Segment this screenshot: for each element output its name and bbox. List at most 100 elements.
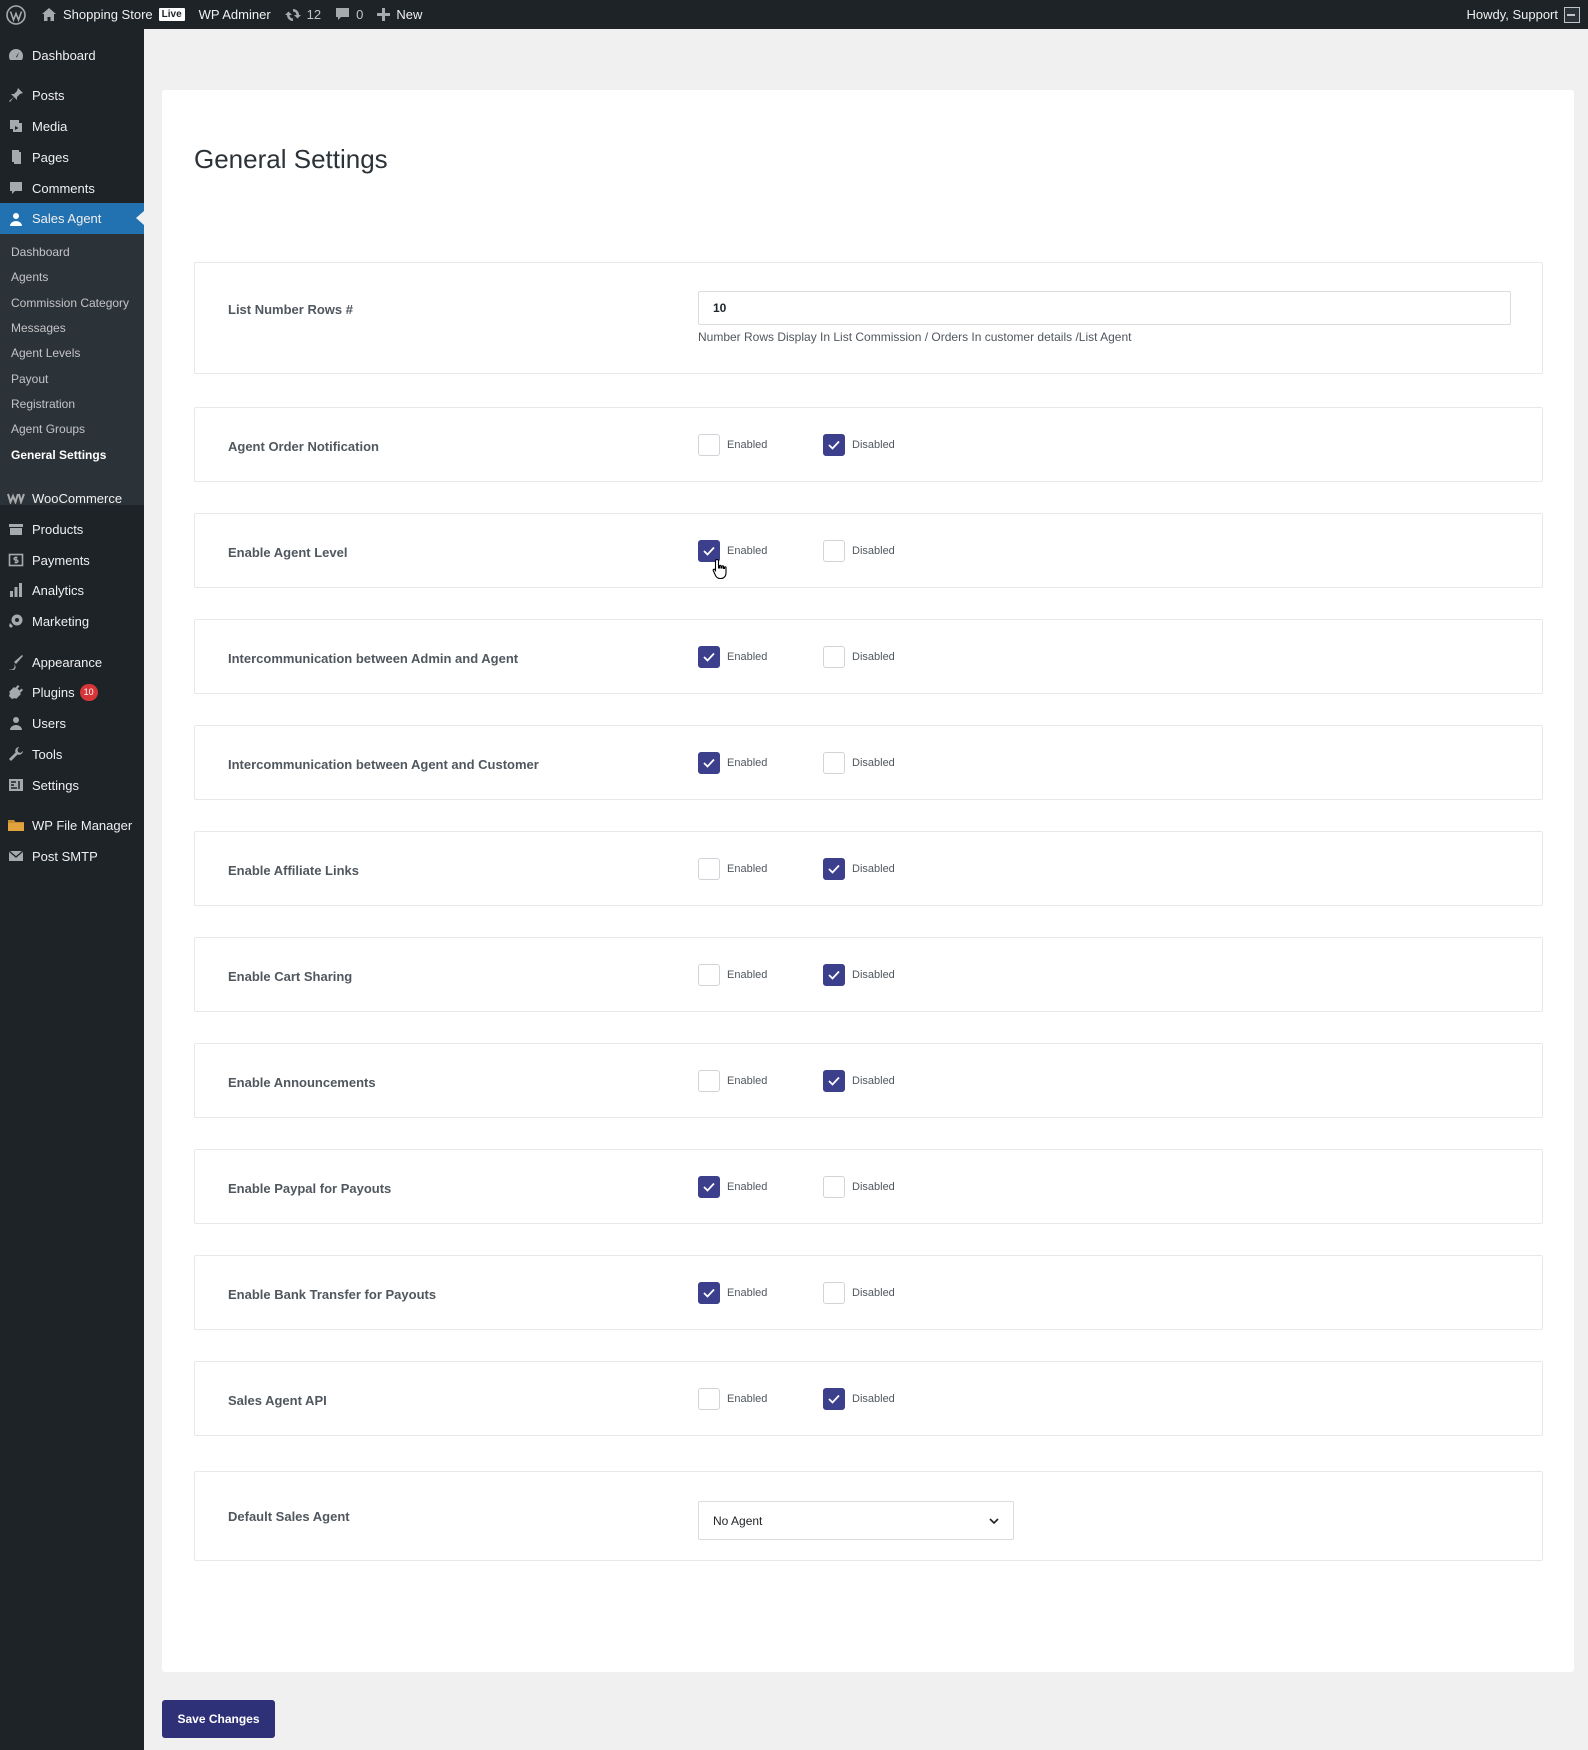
- submenu-commission-category[interactable]: Commission Category: [11, 296, 130, 310]
- setting-row-list-rows: List Number Rows # Number Rows Display I…: [194, 262, 1543, 374]
- disabled-option[interactable]: Disabled: [823, 858, 895, 880]
- enabled-option[interactable]: Enabled: [698, 1388, 767, 1410]
- sidebar-item-label: Products: [32, 521, 84, 537]
- settings-icon: [0, 777, 32, 793]
- setting-row-enable-announcements: Enable Announcements Enabled Disabled: [194, 1043, 1543, 1118]
- enabled-checkbox[interactable]: [698, 434, 720, 456]
- disabled-option[interactable]: Disabled: [823, 752, 895, 774]
- enabled-option[interactable]: Enabled: [698, 1070, 767, 1092]
- wordpress-logo-icon[interactable]: [0, 0, 34, 29]
- disabled-checkbox[interactable]: [823, 540, 845, 562]
- sidebar-item-payments[interactable]: Payments: [0, 545, 144, 575]
- enabled-label: Enabled: [727, 1181, 768, 1193]
- site-name-link[interactable]: Shopping Store Live: [34, 0, 192, 29]
- comment-icon: [0, 180, 32, 196]
- setting-label: Enable Announcements: [228, 1075, 376, 1090]
- disabled-checkbox[interactable]: [823, 646, 845, 668]
- sidebar-item-label: Analytics: [32, 582, 85, 598]
- disabled-checkbox[interactable]: [823, 1282, 845, 1304]
- disabled-option[interactable]: Disabled: [823, 1070, 895, 1092]
- submenu-payout[interactable]: Payout: [11, 372, 49, 386]
- enabled-option[interactable]: Enabled: [698, 540, 767, 562]
- enabled-checkbox[interactable]: [698, 646, 720, 668]
- enabled-checkbox[interactable]: [698, 540, 720, 562]
- enabled-label: Enabled: [727, 863, 768, 875]
- disabled-option[interactable]: Disabled: [823, 1282, 895, 1304]
- sidebar-item-settings[interactable]: Settings: [0, 770, 144, 800]
- disabled-checkbox[interactable]: [823, 1070, 845, 1092]
- sidebar-item-products[interactable]: Products: [0, 514, 144, 544]
- disabled-label: Disabled: [852, 1181, 895, 1193]
- disabled-checkbox[interactable]: [823, 1388, 845, 1410]
- sidebar-item-pages[interactable]: Pages: [0, 142, 144, 172]
- sidebar-item-dashboard[interactable]: Dashboard: [0, 40, 144, 70]
- sidebar-item-label: Posts: [32, 87, 65, 103]
- sidebar-item-comments[interactable]: Comments: [0, 173, 144, 203]
- enabled-option[interactable]: Enabled: [698, 752, 767, 774]
- disabled-label: Disabled: [852, 545, 895, 557]
- enabled-option[interactable]: Enabled: [698, 964, 767, 986]
- sidebar-item-label: Pages: [32, 149, 69, 165]
- wp-adminer-link[interactable]: WP Adminer: [192, 0, 278, 29]
- disabled-checkbox[interactable]: [823, 1176, 845, 1198]
- disabled-option[interactable]: Disabled: [823, 540, 895, 562]
- enabled-checkbox[interactable]: [698, 1282, 720, 1304]
- disabled-option[interactable]: Disabled: [823, 1176, 895, 1198]
- enabled-option[interactable]: Enabled: [698, 1282, 767, 1304]
- enabled-checkbox[interactable]: [698, 1176, 720, 1198]
- disabled-checkbox[interactable]: [823, 858, 845, 880]
- enabled-option[interactable]: Enabled: [698, 646, 767, 668]
- updates-link[interactable]: 12: [278, 0, 328, 29]
- sidebar-item-appearance[interactable]: Appearance: [0, 647, 144, 677]
- submenu-agents[interactable]: Agents: [11, 270, 49, 284]
- disabled-checkbox[interactable]: [823, 752, 845, 774]
- user-icon: [0, 211, 32, 227]
- enabled-checkbox[interactable]: [698, 752, 720, 774]
- submenu-agent-levels[interactable]: Agent Levels: [11, 346, 81, 360]
- new-content-link[interactable]: New: [370, 0, 429, 29]
- disabled-option[interactable]: Disabled: [823, 964, 895, 986]
- sidebar-item-post-smtp[interactable]: Post SMTP: [0, 841, 144, 871]
- sidebar-item-woocommerce[interactable]: WooCommerce: [0, 483, 144, 513]
- new-label: New: [396, 7, 423, 22]
- comment-bubble-icon: [335, 7, 350, 22]
- enabled-option[interactable]: Enabled: [698, 858, 767, 880]
- list-rows-input[interactable]: [698, 291, 1511, 325]
- disabled-option[interactable]: Disabled: [823, 1388, 895, 1410]
- sidebar-item-tools[interactable]: Tools: [0, 739, 144, 769]
- disabled-label: Disabled: [852, 1287, 895, 1299]
- sidebar-item-media[interactable]: Media: [0, 111, 144, 141]
- submenu-messages[interactable]: Messages: [11, 321, 66, 335]
- sidebar-item-analytics[interactable]: Analytics: [0, 575, 144, 605]
- enabled-checkbox[interactable]: [698, 858, 720, 880]
- setting-row-intercommunication-between-admin-and-agent: Intercommunication between Admin and Age…: [194, 619, 1543, 694]
- sidebar-item-label: Tools: [32, 746, 63, 762]
- submenu-agent-groups[interactable]: Agent Groups: [11, 422, 86, 436]
- enabled-checkbox[interactable]: [698, 1070, 720, 1092]
- enabled-option[interactable]: Enabled: [698, 434, 767, 456]
- enabled-checkbox[interactable]: [698, 964, 720, 986]
- sidebar-item-users[interactable]: Users: [0, 708, 144, 738]
- sidebar-item-sales-agent[interactable]: Sales Agent: [0, 203, 144, 234]
- submenu-general-settings[interactable]: General Settings: [11, 448, 107, 462]
- save-changes-button[interactable]: Save Changes: [162, 1700, 275, 1738]
- disabled-checkbox[interactable]: [823, 964, 845, 986]
- sidebar-item-wp-file-manager[interactable]: WP File Manager: [0, 810, 144, 840]
- sidebar-item-posts[interactable]: Posts: [0, 80, 144, 110]
- sidebar-item-marketing[interactable]: Marketing: [0, 606, 144, 636]
- home-icon: [41, 7, 57, 22]
- comments-link[interactable]: 0: [328, 0, 370, 29]
- enabled-checkbox[interactable]: [698, 1388, 720, 1410]
- disabled-option[interactable]: Disabled: [823, 434, 895, 456]
- list-rows-label: List Number Rows #: [228, 302, 353, 317]
- setting-label: Sales Agent API: [228, 1393, 327, 1408]
- sidebar-item-plugins[interactable]: Plugins 10: [0, 677, 144, 707]
- enabled-option[interactable]: Enabled: [698, 1176, 767, 1198]
- sidebar-item-label: WP File Manager: [32, 817, 133, 833]
- account-menu[interactable]: Howdy, Support: [1459, 0, 1588, 29]
- disabled-option[interactable]: Disabled: [823, 646, 895, 668]
- default-sales-agent-select[interactable]: No Agent: [698, 1501, 1014, 1540]
- submenu-dashboard[interactable]: Dashboard: [11, 245, 70, 259]
- disabled-checkbox[interactable]: [823, 434, 845, 456]
- submenu-registration[interactable]: Registration: [11, 397, 76, 411]
